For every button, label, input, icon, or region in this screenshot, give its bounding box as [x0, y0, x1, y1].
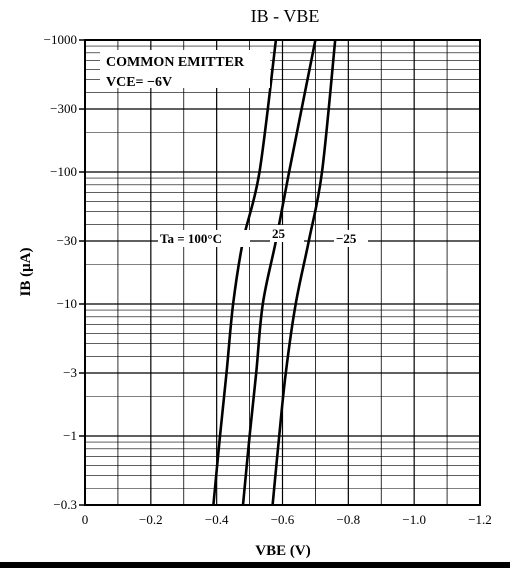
x-tick-label: −0.8: [337, 512, 361, 527]
y-tick-label: −100: [50, 164, 77, 179]
series-curve-0: [212, 39, 278, 506]
annotation-box: [100, 50, 270, 88]
y-axis-label: IB (μA): [18, 248, 34, 297]
series-curve-1: [241, 39, 317, 506]
curve-labels-group: Ta = 100°C 25 −25: [158, 225, 368, 247]
curves-group: [212, 39, 337, 506]
curve-label-bg: [270, 225, 304, 242]
y-tick-label: −1000: [44, 32, 77, 47]
x-tick-label: −0.2: [139, 512, 163, 527]
y-tick-label: −10: [57, 296, 77, 311]
x-tick-label: −0.4: [205, 512, 229, 527]
x-tick-label: −0.6: [271, 512, 295, 527]
chart-title: IB - VBE: [251, 6, 320, 26]
x-axis-ticks: 0 −0.2 −0.4 −0.6 −0.8 −1.0 −1.2: [82, 512, 492, 527]
plot-frame: [84, 39, 481, 506]
x-axis-label: VBE (V): [255, 543, 310, 559]
curve-label-bg: [334, 230, 368, 247]
curve-label-0: Ta = 100°C: [160, 231, 222, 246]
major-gridlines: [84, 39, 481, 506]
x-tick-label: −1.0: [402, 512, 426, 527]
series-curve-2: [271, 39, 337, 506]
x-tick-label: 0: [82, 512, 89, 527]
y-tick-label: −30: [57, 233, 77, 248]
y-axis-ticks: −0.3 −1 −3 −10 −30 −100 −300 −1000: [44, 32, 85, 512]
curve-label-bg: [158, 230, 250, 247]
curve-label-1: 25: [272, 226, 286, 241]
y-tick-label: −0.3: [53, 497, 77, 512]
annotation-vce: VCE= −6V: [106, 75, 172, 90]
y-axis-title: IB (μA): [18, 248, 34, 297]
y-tick-label: −1: [63, 428, 77, 443]
annotation-common-emitter: COMMON EMITTER: [106, 55, 245, 70]
y-tick-label: −3: [63, 365, 77, 380]
x-tick-label: −1.2: [468, 512, 492, 527]
bottom-bar: [0, 562, 510, 568]
y-tick-label: −300: [50, 101, 77, 116]
curve-label-2: −25: [336, 231, 357, 246]
